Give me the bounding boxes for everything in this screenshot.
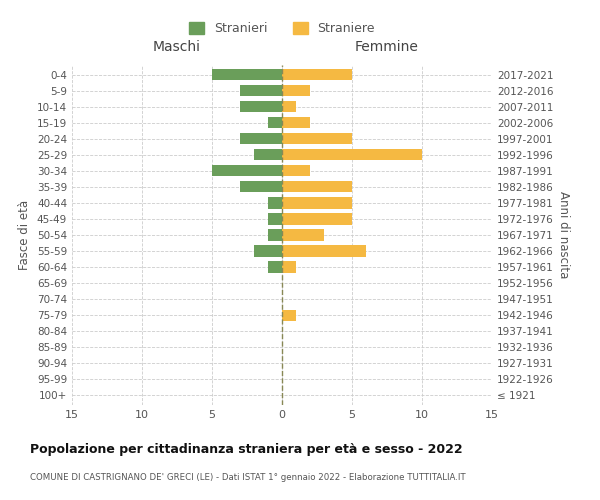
Text: Maschi: Maschi (153, 40, 201, 54)
Bar (282, 149, 422, 160)
Bar (282, 165, 310, 176)
Bar (282, 101, 296, 112)
Text: Popolazione per cittadinanza straniera per età e sesso - 2022: Popolazione per cittadinanza straniera p… (30, 442, 463, 456)
Bar (282, 262, 296, 272)
Bar (282, 230, 324, 240)
Text: COMUNE DI CASTRIGNANO DE' GRECI (LE) - Dati ISTAT 1° gennaio 2022 - Elaborazione: COMUNE DI CASTRIGNANO DE' GRECI (LE) - D… (30, 472, 466, 482)
Bar (282, 117, 310, 128)
Bar (282, 198, 352, 208)
Bar (282, 182, 352, 192)
Bar (268, 198, 282, 208)
Bar (282, 133, 352, 144)
Bar (282, 69, 352, 80)
Bar (268, 262, 282, 272)
Bar (282, 246, 366, 256)
Y-axis label: Anni di nascita: Anni di nascita (557, 192, 570, 278)
Y-axis label: Fasce di età: Fasce di età (19, 200, 31, 270)
Bar (282, 214, 352, 224)
Bar (268, 230, 282, 240)
Bar (212, 69, 282, 80)
Bar (212, 165, 282, 176)
Bar (268, 214, 282, 224)
Text: Femmine: Femmine (355, 40, 419, 54)
Bar (254, 246, 282, 256)
Bar (240, 85, 282, 96)
Bar (240, 101, 282, 112)
Bar (240, 182, 282, 192)
Bar (282, 85, 310, 96)
Bar (240, 133, 282, 144)
Bar (254, 149, 282, 160)
Bar (282, 310, 296, 321)
Bar (268, 117, 282, 128)
Legend: Stranieri, Straniere: Stranieri, Straniere (185, 18, 379, 39)
